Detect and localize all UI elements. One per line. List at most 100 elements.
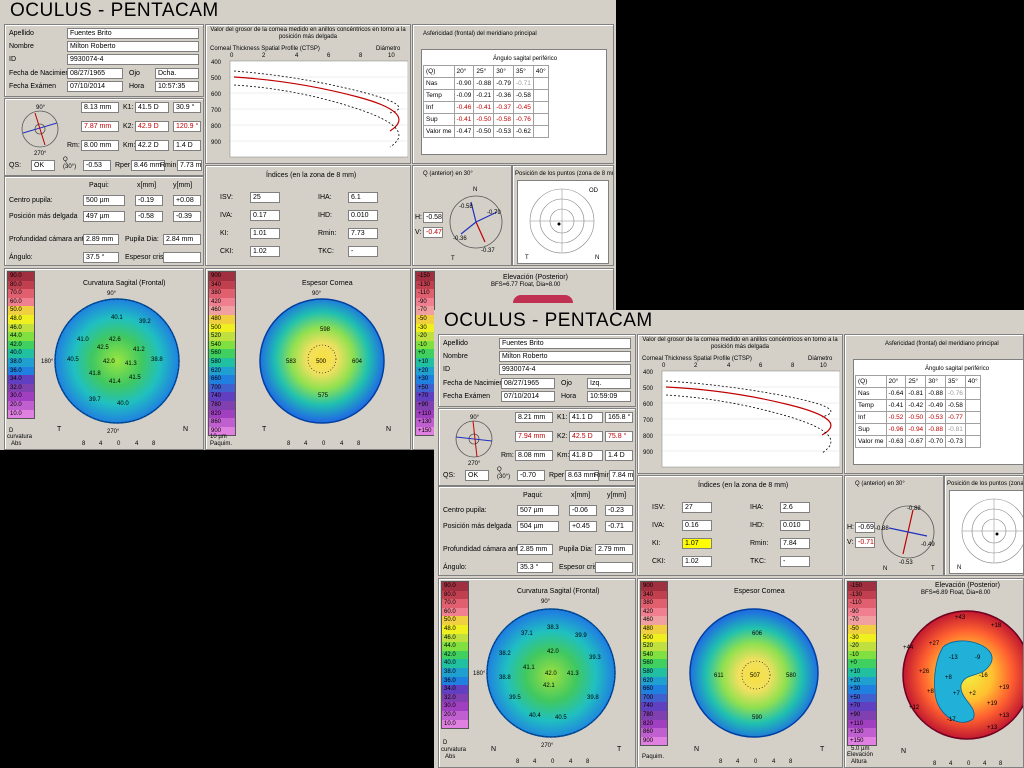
colorbar-cell: +50	[416, 383, 434, 393]
field-apellido[interactable]: Fuentes Brito	[67, 28, 199, 39]
colorbar-cell: 20.0	[442, 710, 468, 720]
field-fecha-exam[interactable]: 07/10/2014	[501, 391, 555, 402]
colorbar-cell: +110	[848, 719, 876, 729]
curv-val: 41.2	[133, 347, 145, 353]
colorbar-cell: -90	[416, 297, 434, 307]
label-iha: IHA:	[750, 504, 764, 511]
elev-val: +13	[987, 725, 998, 731]
label-espesor: Espesor crist	[125, 254, 166, 261]
field-delg-x: +0.45	[569, 521, 597, 532]
esp-title: Espesor Cornea	[302, 280, 353, 287]
elev-colorbar: -150 -130 -110 -90 -70 -50 -30 -20 -10 +0 +10 +20 +3…	[415, 271, 435, 437]
label-h: H:	[415, 214, 422, 221]
esp-val: 500	[316, 359, 327, 365]
field-apellido[interactable]: Fuentes Brito	[499, 338, 631, 349]
asf-row-mean: Valor me -0.47 -0.50 -0.53 -0.62	[423, 125, 549, 138]
ctsp-x-10: 10	[388, 53, 395, 59]
colorbar-cell: 480	[209, 314, 235, 324]
curv-title: Curvatura Sagital (Frontal)	[517, 588, 600, 595]
esp-val: 580	[786, 673, 797, 679]
colorbar-cell: 46.0	[8, 323, 34, 333]
asf-col: 35°	[513, 65, 534, 78]
field-fecha-exam[interactable]: 07/10/2014	[67, 81, 123, 92]
label-pos-delgada: Posición más delgada	[9, 213, 78, 220]
colorbar-cell: 42.0	[442, 650, 468, 660]
svg-text:0: 0	[117, 441, 121, 447]
colorbar-cell: -20	[416, 332, 434, 341]
asf-table: (Q) 20° 25° 30° 35° 40° Nas -0.90 -0.88 -0.79 -0.…	[423, 65, 549, 138]
asf-col: (Q)	[855, 375, 887, 388]
ctsp-y-500: 500	[643, 386, 654, 392]
field-id[interactable]: 9930074-4	[499, 364, 631, 375]
colorbar-cell: -110	[416, 289, 434, 298]
asf-header-row: (Q) 20° 25° 30° 35° 40°	[423, 65, 549, 78]
field-prof: 2.89 mm	[83, 234, 119, 245]
colorbar-cell: -150	[848, 582, 876, 591]
ctsp-y-500: 500	[211, 76, 222, 82]
asf-subheader: Ángulo sagital periférico	[925, 366, 990, 372]
asf-row-sup: Sup -0.96 -0.94 -0.88 -0.81	[855, 423, 981, 436]
curv-val: 42.5	[97, 345, 109, 351]
field-id[interactable]: 9930074-4	[67, 54, 199, 65]
field-hora[interactable]: 10:59:09	[587, 391, 631, 402]
label-ojo: Ojo	[561, 380, 572, 387]
label-pupila: Pupila Dia:	[559, 546, 593, 553]
qc-left: -0.88	[875, 526, 889, 532]
colorbar-cell: 500	[209, 323, 235, 333]
compass-270: 270°	[34, 151, 47, 155]
field-pupila: 2.79 mm	[595, 544, 633, 555]
colorbar-cell: 420	[641, 607, 667, 617]
field-hora[interactable]: 10:57:35	[155, 81, 199, 92]
field-fecha-nac[interactable]: 08/27/1965	[501, 378, 555, 389]
label-rper: Rper	[115, 162, 131, 169]
field-nombre[interactable]: Milton Roberto	[67, 41, 199, 52]
colorbar-cell: 30.0	[442, 702, 468, 711]
svg-text:4: 4	[340, 441, 344, 447]
label-ojo: Ojo	[129, 70, 140, 77]
label-fecha-nac: Fecha de Nacimient	[9, 70, 72, 77]
app-title: OCULUS - PENTACAM	[10, 0, 219, 21]
elev-depression-region	[934, 640, 993, 723]
field-nombre[interactable]: Milton Roberto	[499, 351, 631, 362]
curv-val: 42.1	[543, 683, 555, 689]
field-ojo[interactable]: Dcha.	[155, 68, 199, 79]
colorbar-cell: -50	[848, 624, 876, 634]
elev-subtitle: BFS=6.77 Float, Dia=8.00	[491, 282, 561, 288]
q-anterior-panel-2: Q (anterior) en 30° H: -0.69 V: -0.71 -0…	[844, 475, 944, 576]
curv-val: 42.0	[547, 649, 559, 655]
colorbar-cell: 340	[641, 590, 667, 600]
label-xmm: x[mm]	[571, 492, 591, 499]
colorbar-cell: -130	[848, 590, 876, 600]
cb-elev-unit: 5.0 µm	[851, 746, 870, 752]
asf-row-sup: Sup -0.41 -0.50 -0.58 -0.76	[423, 113, 549, 126]
field-ojo[interactable]: Izq.	[587, 378, 631, 389]
label-rm: Rm:	[501, 452, 514, 459]
asf-row-temp: Temp -0.09 -0.21 -0.36 -0.58	[423, 89, 549, 102]
colorbar-cell: +50	[848, 693, 876, 703]
curv-angle-90: 90°	[107, 291, 117, 297]
curv-val: 38.3	[547, 625, 559, 631]
label-k2: K2:	[123, 123, 134, 130]
field-qv: -0.71	[855, 537, 875, 548]
colorbar-cell: +70	[848, 702, 876, 711]
ctsp-x-4: 4	[727, 363, 731, 369]
colorbar-cell: 60.0	[442, 607, 468, 617]
curv-colorbar: 90.0 80.0 70.0 60.0 50.0 48.0 46.0 44.0 42.0 40.0…	[441, 581, 469, 730]
asf-row-mean: Valor me -0.63 -0.67 -0.70 -0.73	[855, 435, 981, 448]
thickness-map: 90° 598 583 500 604 575 T N 8 4 0 4 8	[259, 291, 391, 447]
elev-val: +19	[987, 701, 998, 707]
asf-col: 25°	[905, 375, 927, 388]
colorbar-cell: 460	[209, 306, 235, 315]
curv-title: Curvatura Sagital (Frontal)	[83, 280, 166, 287]
ctsp-chart: 0 2 4 6 8 10 400 500 600 700 800 900	[643, 363, 840, 468]
asf-col: 35°	[945, 375, 966, 388]
point-position-chart: N	[957, 498, 1023, 571]
esp-val: 606	[752, 631, 763, 637]
ctsp-header: Valor del grosor de la cornea medido en …	[642, 337, 838, 350]
field-fecha-nac[interactable]: 08/27/1965	[67, 68, 123, 79]
svg-text:0: 0	[322, 441, 326, 447]
curv-val: 40.5	[555, 715, 567, 721]
svg-text:4: 4	[949, 761, 953, 767]
colorbar-cell: +30	[848, 685, 876, 694]
cb-abs: Abs	[11, 441, 22, 447]
